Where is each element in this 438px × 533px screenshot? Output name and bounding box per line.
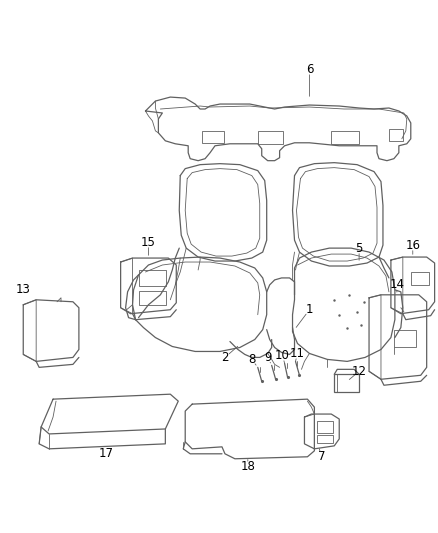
Bar [389, 129, 403, 141]
Text: 13: 13 [16, 284, 31, 296]
Text: 7: 7 [318, 450, 325, 463]
Text: 16: 16 [405, 239, 420, 252]
Bar [318, 435, 333, 443]
Text: 9: 9 [264, 351, 272, 364]
Text: 6: 6 [306, 63, 313, 76]
Text: 11: 11 [290, 347, 305, 360]
Text: 17: 17 [98, 447, 113, 461]
Text: 18: 18 [240, 460, 255, 473]
Text: 14: 14 [389, 278, 404, 292]
Text: 15: 15 [141, 236, 156, 249]
Bar [318, 421, 333, 433]
Text: 1: 1 [306, 303, 313, 316]
Bar [202, 131, 224, 143]
Bar [411, 272, 429, 285]
Text: 2: 2 [221, 351, 229, 364]
Text: 8: 8 [248, 353, 255, 366]
Bar [334, 374, 359, 392]
Bar [138, 270, 166, 286]
Bar [394, 329, 416, 348]
Text: 10: 10 [275, 349, 290, 362]
Text: 5: 5 [355, 241, 363, 255]
Bar [331, 131, 359, 144]
Text: 12: 12 [352, 365, 367, 378]
Bar [138, 291, 166, 305]
Bar [258, 131, 283, 144]
